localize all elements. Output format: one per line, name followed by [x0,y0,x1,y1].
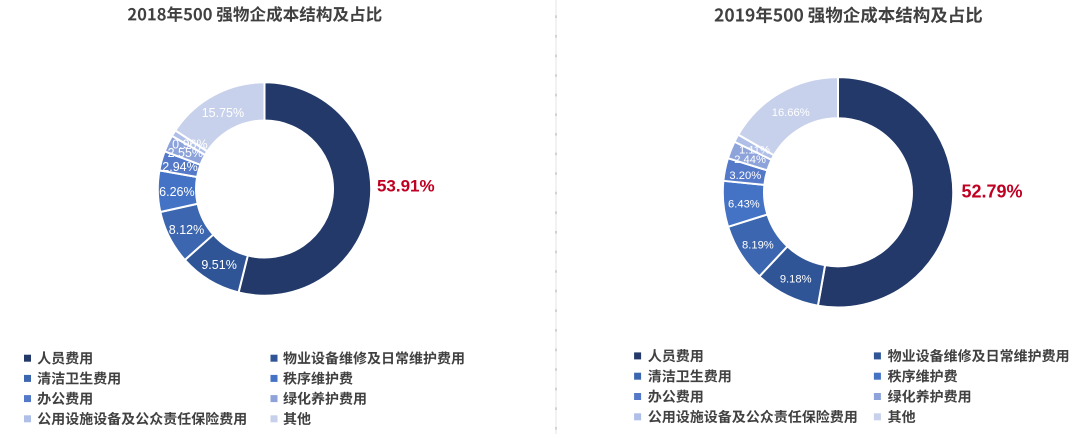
svg-text:1.11%: 1.11% [739,145,770,157]
svg-text:16.66%: 16.66% [772,107,810,119]
svg-text:6.26%: 6.26% [159,185,194,199]
svg-text:2.55%: 2.55% [168,146,203,160]
svg-text:8.19%: 8.19% [742,239,774,251]
svg-text:2.94%: 2.94% [162,160,197,174]
svg-text:15.75%: 15.75% [202,106,244,120]
svg-text:6.43%: 6.43% [728,199,760,211]
svg-text:9.18%: 9.18% [780,274,812,286]
svg-text:9.51%: 9.51% [201,258,236,272]
svg-text:3.20%: 3.20% [729,170,761,182]
svg-text:0.96%: 0.96% [172,137,207,151]
svg-text:2.44%: 2.44% [734,154,766,166]
svg-text:52.79%: 52.79% [961,181,1022,201]
svg-text:8.12%: 8.12% [169,223,204,237]
svg-text:53.91%: 53.91% [377,176,435,195]
